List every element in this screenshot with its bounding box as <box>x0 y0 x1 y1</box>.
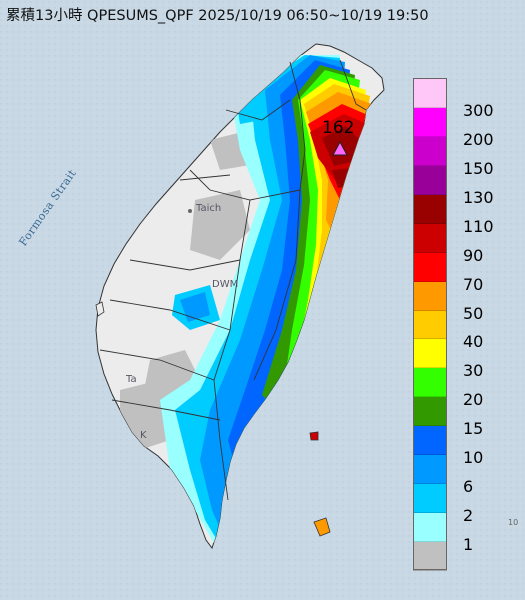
orchid-island <box>313 517 331 537</box>
legend-swatch <box>413 164 447 195</box>
max-rainfall-value: 162 <box>322 118 355 138</box>
rainfall-legend: 300 200 150 130 110 90 70 50 40 30 20 15 10 6 2 1 <box>413 78 508 571</box>
legend-swatch <box>413 251 447 282</box>
legend-swatch <box>413 309 447 340</box>
legend-label: 20 <box>463 390 484 410</box>
legend-swatch <box>413 78 447 108</box>
legend-swatch <box>413 396 447 427</box>
max-rainfall-marker <box>332 140 348 156</box>
place-taichung: Taich <box>196 203 222 214</box>
legend-label: 50 <box>463 303 484 323</box>
place-center: DWM <box>212 279 239 290</box>
corner-mark: 10 <box>508 518 519 527</box>
penghu-islands <box>95 301 105 317</box>
legend-swatch <box>413 512 447 543</box>
legend-label: 6 <box>463 477 474 497</box>
legend-swatch <box>413 280 447 311</box>
legend-label: 200 <box>463 129 494 149</box>
green-island <box>309 431 319 441</box>
legend-label: 300 <box>463 100 494 120</box>
legend-label: 90 <box>463 245 484 265</box>
legend-label: 150 <box>463 158 494 178</box>
taichung-dot <box>188 209 192 213</box>
legend-label: 40 <box>463 332 484 352</box>
legend-label: 1 <box>463 535 474 555</box>
place-kaohsiung: K <box>140 430 147 441</box>
legend-label: 30 <box>463 361 484 381</box>
legend-swatch <box>413 135 447 166</box>
legend-swatch <box>413 367 447 398</box>
legend-swatch <box>413 541 447 571</box>
legend-label: 70 <box>463 274 484 294</box>
legend-swatch <box>413 483 447 514</box>
legend-swatch <box>413 338 447 369</box>
county-boundaries <box>99 59 367 501</box>
legend-swatch <box>413 454 447 485</box>
legend-label: 110 <box>463 216 494 236</box>
map-title: 累積13小時 QPESUMS_QPF 2025/10/19 06:50~10/1… <box>6 8 429 24</box>
legend-swatch <box>413 222 447 253</box>
legend-swatch <box>413 193 447 224</box>
legend-swatch <box>413 106 447 137</box>
legend-label: 15 <box>463 419 484 439</box>
legend-swatch <box>413 425 447 456</box>
place-tainan: Ta <box>126 374 137 385</box>
legend-label: 130 <box>463 187 494 207</box>
legend-label: 2 <box>463 506 474 526</box>
legend-label: 10 <box>463 448 484 468</box>
